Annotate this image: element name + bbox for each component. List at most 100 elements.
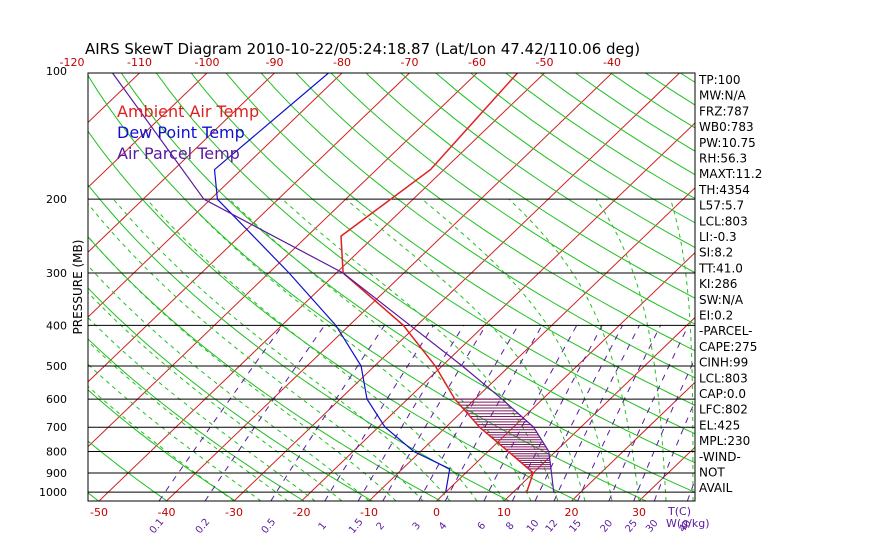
- plot-frame: [87, 72, 696, 502]
- stability-index: SI:8.2: [699, 246, 733, 260]
- top-temp-label: -50: [536, 56, 554, 69]
- isotherm-line: [88, 73, 478, 448]
- moist-adiabat-line: [229, 198, 532, 501]
- dry-adiabat-line: [400, 73, 695, 274]
- isotherm-line: [503, 316, 695, 501]
- stability-index: MW:N/A: [699, 89, 747, 103]
- top-temp-labels: -120 -110 -100 -90 -80 -70 -60 -50 -40: [60, 56, 621, 69]
- moist-adiabat-line: [146, 198, 478, 501]
- stability-index: -WIND-: [699, 450, 741, 464]
- dry-adiabat-line: [88, 287, 373, 501]
- mixing-ratio-line: [444, 325, 543, 501]
- mixing-ratio-line: [158, 325, 283, 501]
- stability-index: EI:0.2: [699, 309, 733, 323]
- dry-adiabat-line: [190, 73, 695, 435]
- bottom-temp-label: -30: [225, 506, 243, 519]
- isotherm-line: [88, 73, 208, 189]
- mixing-ratio-line: [382, 325, 487, 501]
- top-temp-label: -70: [401, 56, 419, 69]
- mixing-ratio-line: [553, 325, 640, 501]
- mixing-ratio-unit: W(g/kg): [666, 517, 710, 530]
- mixing-ratio-lines: [158, 325, 695, 501]
- bottom-temp-labels: -50 -40 -30 -20 -10 0 10 20 30: [90, 506, 646, 519]
- isotherm-line: [166, 73, 613, 501]
- bottom-temp-label: -10: [360, 506, 378, 519]
- profile-series: [112, 73, 555, 493]
- dry-adiabat-line: [225, 73, 695, 406]
- stability-index: -PARCEL-: [699, 324, 753, 338]
- stability-index: EL:425: [699, 418, 740, 432]
- pressure-label: 200: [46, 193, 67, 206]
- top-temp-label: -100: [195, 56, 220, 69]
- isotherm-line: [98, 73, 545, 501]
- isotherm-line: [88, 73, 275, 253]
- dry-adiabat-line: [88, 130, 578, 501]
- stability-index: LCL:803: [699, 214, 748, 228]
- moist-adiabat-line: [670, 199, 694, 501]
- mixing-ratio-line: [270, 325, 385, 501]
- plot-grid: [88, 73, 695, 501]
- pressure-label: 500: [46, 360, 67, 373]
- stability-index: FRZ:787: [699, 104, 749, 118]
- bottom-temp-label: 20: [565, 506, 579, 519]
- stability-index: TH:4354: [698, 183, 750, 197]
- stability-index: L57:5.7: [699, 199, 744, 213]
- dry-adiabat-line: [88, 389, 236, 501]
- mixing-ratio-line: [577, 325, 662, 501]
- dry-adiabat-line: [155, 73, 695, 464]
- bottom-temp-label: 0: [433, 506, 440, 519]
- stability-index: RH:56.3: [699, 152, 747, 166]
- mixing-ratio-line: [483, 325, 578, 501]
- moist-adiabat-line: [113, 198, 451, 501]
- bottom-temp-label: -20: [293, 506, 311, 519]
- mixing-ratio-label: 2: [375, 520, 388, 532]
- isotherm-line: [571, 381, 695, 501]
- cape-hatch: [454, 398, 551, 470]
- stability-index: LI:-0.3: [699, 230, 737, 244]
- moist-adiabat-line: [282, 198, 559, 501]
- series-line-ambient-air-temp: [340, 73, 535, 493]
- mixing-ratio-line: [633, 357, 695, 501]
- isotherm-line: [368, 187, 695, 501]
- mixing-ratio-label: 8: [504, 520, 517, 532]
- isotherm-line: [301, 122, 695, 501]
- legend-item: Ambient Air Temp: [117, 102, 259, 121]
- moist-adiabat-line: [88, 203, 424, 501]
- stability-index: TT:41.0: [698, 261, 743, 275]
- stability-index: AVAIL: [699, 481, 733, 495]
- top-temp-label: -120: [60, 56, 85, 69]
- pressure-label: 100: [46, 65, 67, 78]
- pressure-label: 600: [46, 393, 67, 406]
- pressure-label: 800: [46, 446, 67, 459]
- moist-adiabat-line: [88, 264, 370, 501]
- stability-index: MAXT:11.2: [699, 167, 762, 181]
- dry-adiabat-line: [88, 74, 647, 501]
- top-temp-label: -60: [468, 56, 486, 69]
- dry-adiabat-line: [88, 338, 305, 501]
- moist-adiabat-line: [421, 198, 613, 501]
- bottom-temp-label: -40: [158, 506, 176, 519]
- stability-index: PW:10.75: [699, 136, 756, 150]
- dry-adiabat-line: [330, 73, 695, 325]
- top-temp-label: -110: [127, 56, 152, 69]
- mixing-ratio-line: [511, 325, 603, 501]
- moist-adiabat-line: [184, 198, 505, 501]
- pressure-label: 900: [46, 467, 67, 480]
- series-line-dew-point-temp: [213, 73, 451, 493]
- pressure-label: 700: [46, 421, 67, 434]
- pressure-label: 1000: [39, 486, 67, 499]
- pressure-label: 400: [46, 319, 67, 332]
- top-temp-label: -90: [266, 56, 284, 69]
- stability-index: NOT: [699, 466, 725, 480]
- mixing-ratio-line: [534, 325, 624, 501]
- stability-index: LFC:802: [699, 403, 748, 417]
- mixing-ratio-line: [418, 325, 519, 501]
- legend-item: Air Parcel Temp: [117, 144, 240, 163]
- pressure-label: 300: [46, 267, 67, 280]
- stability-index: CAP:0.0: [699, 387, 746, 401]
- dry-adiabat-line: [260, 73, 695, 379]
- stability-index: MPL:230: [699, 434, 750, 448]
- moist-adiabat-line: [88, 291, 343, 501]
